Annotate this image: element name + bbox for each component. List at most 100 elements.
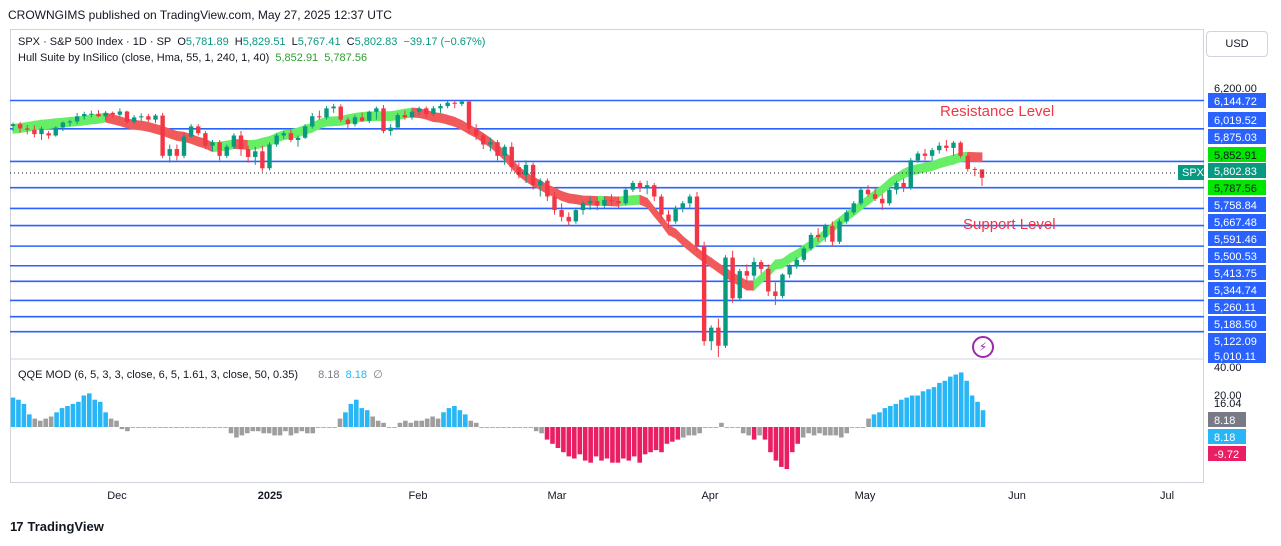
candle-body (60, 122, 66, 128)
qqe-bar (539, 427, 544, 434)
qqe-bar (697, 427, 702, 434)
candle-body (545, 180, 550, 197)
qqe-bar (261, 427, 266, 434)
candle-body (331, 106, 336, 109)
qqe-bar (32, 418, 38, 427)
price-axis-tag (1208, 348, 1266, 363)
candle-body (922, 153, 928, 156)
qqe-bar (980, 410, 986, 427)
qqe-bar (751, 427, 757, 440)
qqe-bar (141, 427, 147, 428)
price-axis-tag (1208, 180, 1266, 195)
qqe-bar (544, 427, 550, 440)
candle-body (929, 150, 935, 156)
qqe-bar (228, 427, 234, 434)
qqe-bar (386, 427, 392, 428)
price-axis-tag (1208, 265, 1266, 280)
qqe-legend[interactable]: QQE MOD (6, 5, 3, 3, close, 6, 5, 1.61, … (18, 368, 386, 381)
qqe-bar (119, 427, 125, 430)
currency-button[interactable]: USD (1206, 31, 1268, 57)
candle-body (473, 128, 479, 136)
candle-body (481, 135, 486, 145)
qqe-bar (893, 403, 899, 427)
qqe-bar (223, 427, 228, 428)
price-axis-tag (1208, 248, 1266, 263)
tradingview-footer[interactable]: 17 TradingView (10, 519, 104, 534)
qqe-eye-icon[interactable]: ∅ (373, 369, 383, 381)
candle-body (602, 199, 607, 206)
candle-body (466, 101, 472, 129)
qqe-bar (795, 427, 801, 444)
qqe-axis-label: 16.04 (1214, 398, 1242, 410)
candle-body (766, 268, 771, 292)
qqe-bar (174, 427, 179, 428)
candle-body (338, 106, 343, 120)
qqe-bar (370, 416, 375, 427)
qqe-bar (931, 387, 937, 427)
qqe-bar (784, 427, 790, 469)
qqe-bar (855, 427, 860, 428)
candle-body (345, 119, 351, 125)
price-axis-label: 5,852.91 (1214, 150, 1257, 162)
flash-icon[interactable]: ⚡ (972, 336, 994, 358)
candle-body (751, 262, 757, 276)
qqe-bar (926, 389, 931, 427)
qqe-bar (604, 427, 610, 459)
qqe-bar (490, 427, 495, 428)
candle-body (424, 108, 429, 114)
qqe-bar (337, 418, 343, 427)
qqe-axis-label: 20.00 (1214, 390, 1242, 402)
qqe-bar (114, 420, 119, 427)
qqe-bar (561, 427, 566, 453)
symbol-legend[interactable]: SPX · S&P 500 Index · 1D · SP O5,781.89 … (18, 36, 488, 48)
hull-segment (561, 190, 570, 204)
candle-body (188, 126, 194, 137)
qqe-bar (599, 427, 604, 461)
candle-body (509, 146, 514, 168)
qqe-bar (473, 422, 479, 427)
candle-body (74, 116, 80, 122)
qqe-bar (201, 427, 207, 428)
candle-body (96, 113, 101, 117)
hull-segment (326, 116, 335, 127)
qqe-bar (517, 427, 523, 428)
candle-body (716, 327, 721, 346)
hull-value-2: 5,787.56 (324, 52, 368, 64)
qqe-bar (746, 427, 751, 436)
hull-legend[interactable]: Hull Suite by InSilico (close, Hma, 55, … (18, 52, 370, 64)
qqe-bar (642, 427, 648, 455)
hull-segment (632, 194, 641, 206)
candle-body (637, 182, 643, 188)
price-axis-label: 5,758.84 (1214, 200, 1257, 212)
qqe-bar (768, 427, 773, 453)
candle-body (701, 246, 707, 342)
price-axis-label: 5,591.46 (1214, 234, 1257, 246)
hull-segment (169, 128, 178, 141)
publisher-header: CROWNGIMS published on TradingView.com, … (8, 8, 392, 22)
qqe-bar (146, 427, 152, 428)
price-axis-tag (1208, 299, 1266, 314)
price-axis-label: 6,019.52 (1214, 115, 1257, 127)
hull-segment (432, 112, 441, 123)
qqe-axis-tag (1208, 412, 1246, 427)
qqe-bar (860, 427, 866, 428)
candle-body (438, 106, 443, 109)
qqe-bar (435, 418, 441, 427)
price-axis-label: 5,413.75 (1214, 268, 1257, 280)
qqe-bar (76, 401, 81, 427)
candle-body (310, 116, 315, 127)
qqe-bar (757, 427, 762, 436)
qqe-bar (566, 427, 572, 457)
low-label: L (291, 36, 298, 48)
candle-body (495, 142, 500, 156)
qqe-bar (664, 427, 670, 444)
hull-segment (440, 112, 449, 125)
price-axis-tag (1208, 333, 1266, 348)
open-value: 5,781.89 (185, 36, 229, 48)
qqe-bar (125, 427, 130, 432)
price-axis-label: 5,260.11 (1214, 302, 1256, 314)
candle-body (587, 201, 593, 204)
qqe-bar (582, 427, 588, 461)
qqe-bar (680, 427, 686, 438)
